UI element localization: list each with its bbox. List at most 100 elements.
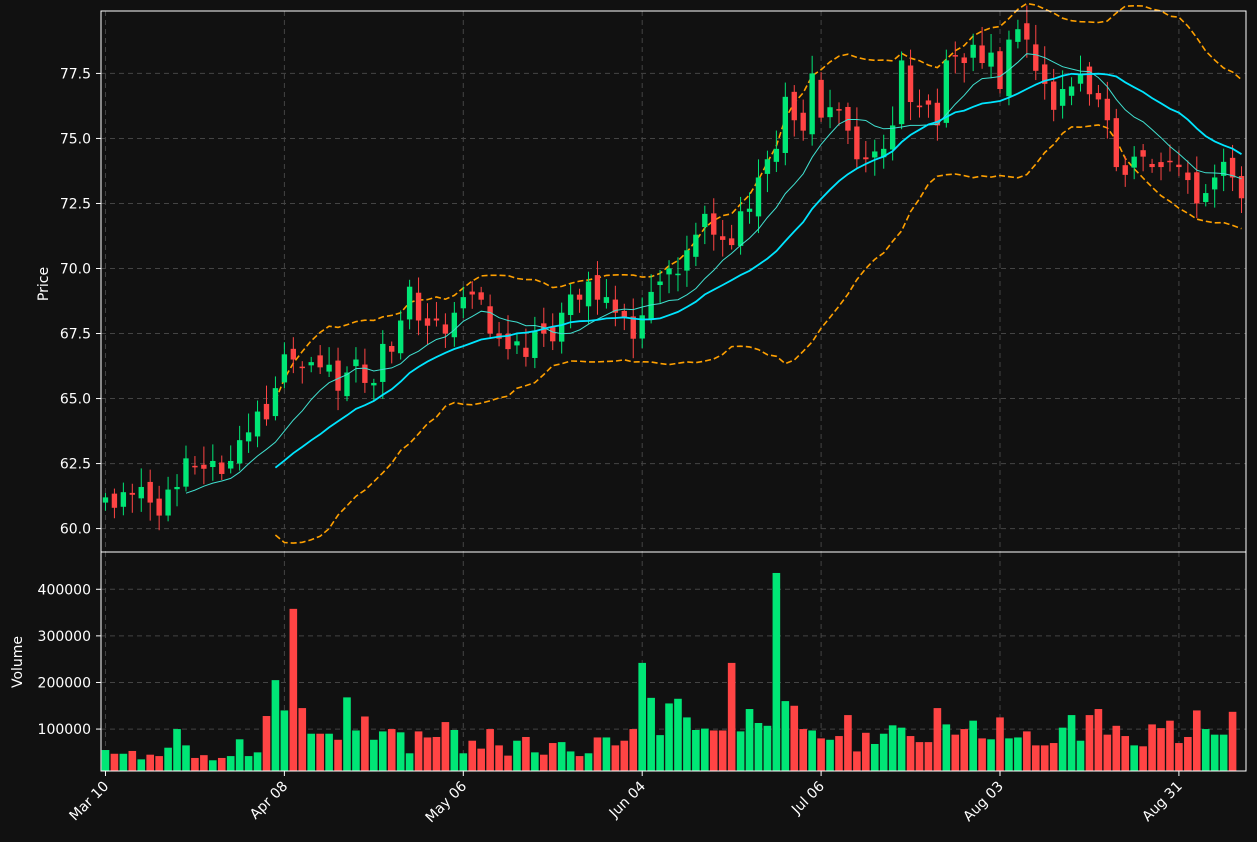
price-y-tick-labels: 60.0 62.5 65.0 67.5 70.0 72.5 75.0 77.5 <box>60 66 101 538</box>
volume-bar <box>128 750 137 771</box>
candle <box>174 474 180 507</box>
candle <box>979 26 985 69</box>
candle <box>952 41 958 74</box>
volume-panel-frame <box>100 551 1247 772</box>
volume-bar <box>1210 734 1219 771</box>
candle-body <box>210 460 216 468</box>
candle <box>809 55 815 146</box>
candle <box>380 330 386 399</box>
volume-tick-label: 200000 <box>38 675 91 691</box>
volume-bar <box>692 729 700 771</box>
candle-body <box>907 65 914 103</box>
candle-body <box>755 177 762 217</box>
candle-body <box>335 360 341 391</box>
candle-body <box>961 57 967 64</box>
volume-bar <box>504 755 512 771</box>
candle <box>1167 144 1173 172</box>
candle-body <box>854 126 860 160</box>
candle-body <box>863 157 869 160</box>
candle <box>156 485 162 531</box>
candle-body <box>675 273 681 276</box>
volume-bar <box>405 753 414 771</box>
candle <box>728 224 735 250</box>
candle-body <box>1033 44 1039 71</box>
volume-bar <box>862 732 870 771</box>
candle-body <box>925 100 932 105</box>
candle-body <box>1149 163 1155 168</box>
volume-bar <box>209 760 217 771</box>
volume-bar <box>835 736 843 771</box>
candle <box>657 269 663 303</box>
candle-body <box>818 79 824 118</box>
candle-body <box>657 281 663 286</box>
candle <box>827 89 833 129</box>
candle <box>755 159 762 234</box>
volume-bar <box>870 743 879 771</box>
volume-bar <box>978 738 986 771</box>
candle-body <box>898 60 905 125</box>
volume-bar <box>477 748 485 771</box>
candle <box>1033 24 1039 81</box>
sma-long-line <box>274 72 1242 469</box>
volume-bar <box>727 662 736 771</box>
candle-body <box>1015 29 1021 42</box>
price-tick-label: 62.5 <box>60 457 91 473</box>
candle <box>746 192 753 224</box>
candle-body <box>147 481 153 503</box>
candle-body <box>702 213 708 228</box>
candle <box>1203 184 1209 207</box>
volume-bar <box>119 753 128 771</box>
volume-bar <box>155 756 163 771</box>
candle-body <box>782 96 788 153</box>
candle <box>1220 148 1227 192</box>
volume-bar <box>137 759 146 771</box>
candle-body <box>281 354 288 383</box>
candle-body <box>1104 98 1111 121</box>
price-axis-label: Price <box>36 267 52 301</box>
candle-body <box>576 294 583 300</box>
volume-bar <box>584 753 593 771</box>
candle-body <box>478 292 484 300</box>
candle <box>567 283 574 329</box>
candle <box>702 205 708 245</box>
volume-tick-label: 100000 <box>38 722 91 738</box>
candle-body <box>1140 150 1146 157</box>
candle <box>1095 84 1102 108</box>
candle <box>219 455 225 480</box>
volume-bar <box>173 729 181 771</box>
candle <box>666 260 672 294</box>
candle <box>496 322 502 347</box>
candle <box>684 235 690 287</box>
x-tick-label: May 06 <box>423 778 471 826</box>
volume-bar <box>736 731 745 771</box>
candle-body <box>129 492 135 495</box>
volume-bar <box>361 716 369 771</box>
candle-body <box>228 460 234 469</box>
candle <box>415 277 422 336</box>
volume-bar <box>164 747 172 771</box>
candle <box>818 72 824 122</box>
volume-bar <box>647 697 655 771</box>
volume-bar <box>709 730 718 771</box>
candle-body <box>800 112 806 131</box>
candle-body <box>254 411 261 437</box>
candle <box>925 94 932 118</box>
volume-bar <box>486 729 494 771</box>
sma-short-line <box>185 53 1242 494</box>
candle <box>236 425 243 471</box>
candle <box>228 445 234 474</box>
bollinger-lower-line <box>274 124 1242 544</box>
volume-tick-label: 400000 <box>38 582 91 598</box>
candle-body <box>1024 23 1030 40</box>
volume-bar <box>754 723 763 771</box>
volume-bar <box>217 757 226 771</box>
candle-body <box>594 275 601 300</box>
candle <box>317 345 323 374</box>
candle <box>576 288 583 313</box>
candle-body <box>1238 176 1245 199</box>
candle <box>1194 156 1200 219</box>
candle <box>442 313 449 348</box>
volume-bar <box>772 572 781 771</box>
volume-bar <box>101 750 110 771</box>
